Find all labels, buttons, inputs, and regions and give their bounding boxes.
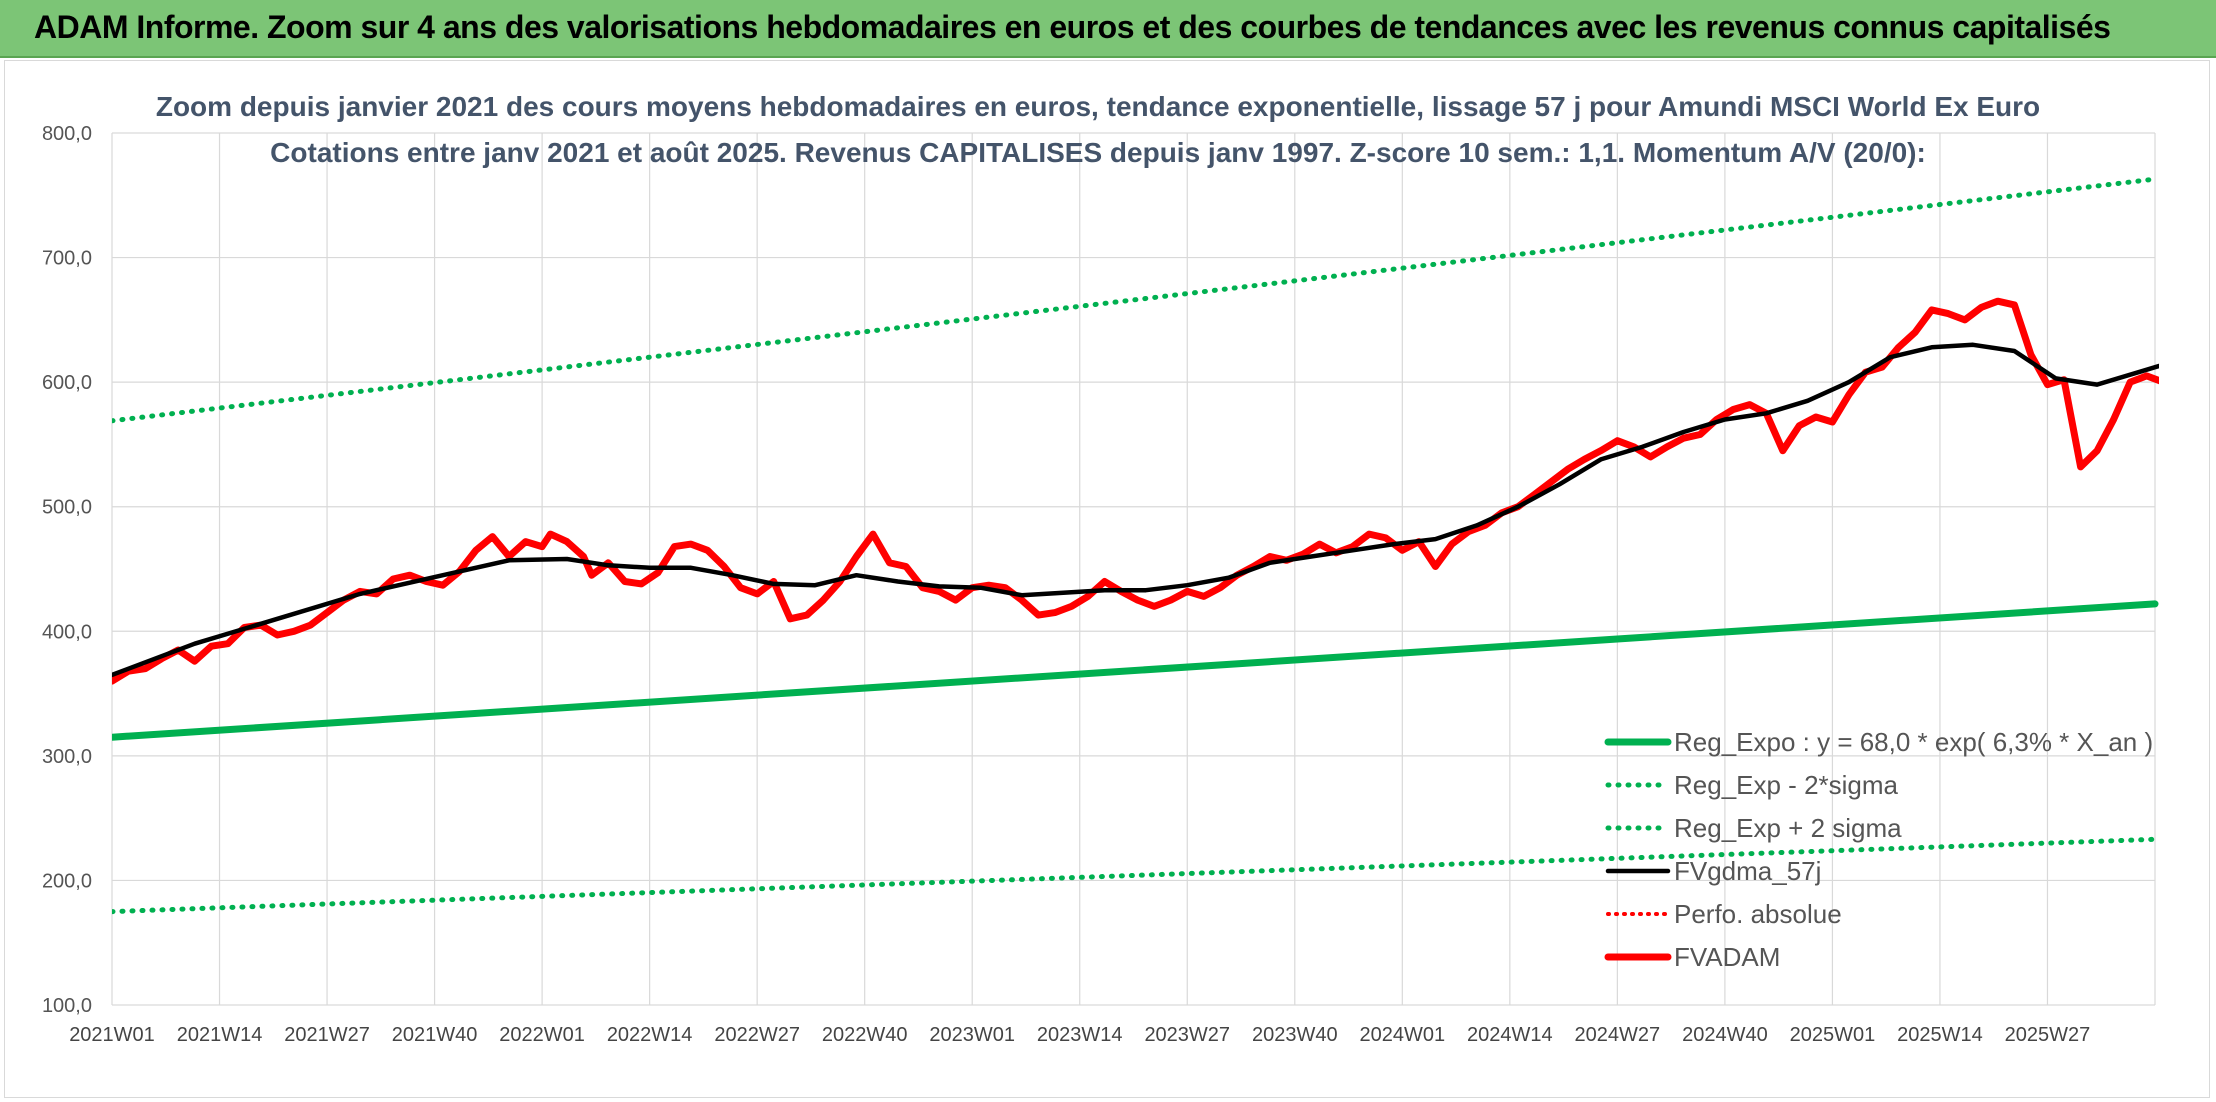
chart-frame	[4, 60, 2210, 1098]
x-tick-label: 2023W40	[1252, 1024, 1338, 1046]
x-tick-label: 2024W14	[1467, 1024, 1553, 1046]
page-title: ADAM Informe. Zoom sur 4 ans des valoris…	[34, 9, 2111, 45]
x-tick-label: 2024W01	[1360, 1024, 1446, 1046]
x-tick-label: 2021W40	[392, 1024, 478, 1046]
x-tick-label: 2025W27	[2005, 1024, 2091, 1046]
y-tick-label: 500,0	[42, 497, 92, 519]
x-tick-label: 2023W27	[1144, 1024, 1230, 1046]
legend-entry-label: Perfo. absolue	[1674, 899, 1842, 929]
y-tick-label: 800,0	[42, 123, 92, 145]
x-tick-label: 2021W01	[69, 1024, 155, 1046]
legend-entry-label: Reg_Exp + 2 sigma	[1674, 813, 1902, 843]
legend-entry-label: FVgdma_57j	[1674, 856, 1821, 886]
y-tick-label: 600,0	[42, 372, 92, 394]
y-tick-label: 100,0	[42, 995, 92, 1017]
x-tick-label: 2023W01	[929, 1024, 1015, 1046]
x-tick-label: 2021W27	[284, 1024, 370, 1046]
x-tick-label: 2024W40	[1682, 1024, 1768, 1046]
header-banner: ADAM Informe. Zoom sur 4 ans des valoris…	[0, 0, 2216, 58]
x-tick-label: 2024W27	[1575, 1024, 1661, 1046]
x-tick-label: 2022W14	[607, 1024, 693, 1046]
x-tick-label: 2025W01	[1790, 1024, 1876, 1046]
series-line-fvgdma-57j	[112, 342, 2159, 678]
x-tick-label: 2022W27	[714, 1024, 800, 1046]
x-tick-label: 2025W14	[1897, 1024, 1983, 1046]
y-tick-label: 700,0	[42, 248, 92, 270]
series-line-reg-exp-2-sigma	[112, 836, 2158, 915]
y-tick-label: 400,0	[42, 621, 92, 643]
y-tick-label: 200,0	[42, 870, 92, 892]
legend: Reg_Expo : y = 68,0 * exp( 6,3% * X_an )…	[1604, 727, 2153, 972]
x-axis: 2021W01 2021W14 2021W27 2021W40 2022W01 2022W…	[69, 1024, 2090, 1046]
x-tick-label: 2023W14	[1037, 1024, 1123, 1046]
x-tick-label: 2022W40	[822, 1024, 908, 1046]
legend-entry-label: Reg_Expo : y = 68,0 * exp( 6,3% * X_an )	[1674, 727, 2153, 757]
legend-entry-label: Reg_Exp - 2*sigma	[1674, 770, 1899, 800]
legend-entry-label: FVADAM	[1674, 942, 1780, 972]
y-tick-label: 300,0	[42, 746, 92, 768]
series-line-reg-expo-y-68-0-exp-6-3-x-an	[112, 600, 2159, 741]
chart-subtitle-line-1: Zoom depuis janvier 2021 des cours moyen…	[156, 91, 2040, 122]
series-line-fvadam	[112, 297, 2159, 685]
x-tick-label: 2022W01	[499, 1024, 585, 1046]
series-group	[112, 176, 2159, 915]
series-line-reg-exp-2-sigma	[112, 176, 2158, 424]
x-tick-label: 2021W14	[177, 1024, 263, 1046]
chart-subtitles: Zoom depuis janvier 2021 des cours moyen…	[156, 91, 2040, 168]
grid	[111, 132, 2156, 1006]
y-axis: 800,0 700,0 600,0 500,0 400,0 300,0 200,0 100,0	[42, 123, 92, 1017]
chart-subtitle-line-2: Cotations entre janv 2021 et août 2025. …	[270, 137, 1926, 168]
